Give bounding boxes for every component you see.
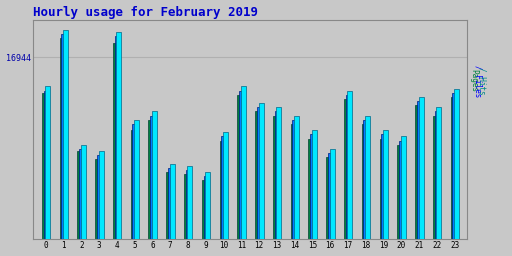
Bar: [379, 138, 385, 239]
Bar: [381, 134, 386, 239]
Bar: [113, 43, 118, 239]
Bar: [186, 170, 190, 239]
Bar: [330, 149, 335, 239]
Bar: [42, 93, 47, 239]
Bar: [365, 116, 370, 239]
Bar: [169, 164, 175, 239]
Bar: [401, 136, 406, 239]
Bar: [241, 87, 246, 239]
Bar: [63, 30, 68, 239]
Bar: [99, 151, 103, 239]
Bar: [418, 97, 423, 239]
Text: Hourly usage for February 2019: Hourly usage for February 2019: [33, 6, 259, 18]
Bar: [184, 174, 189, 239]
Bar: [77, 151, 82, 239]
Bar: [168, 168, 173, 239]
Bar: [203, 176, 208, 239]
Bar: [435, 111, 440, 239]
Bar: [95, 159, 100, 239]
Bar: [397, 145, 402, 239]
Bar: [202, 180, 207, 239]
Bar: [453, 93, 457, 239]
Bar: [166, 172, 171, 239]
Bar: [257, 107, 262, 239]
Bar: [59, 38, 65, 239]
Bar: [131, 130, 136, 239]
Bar: [362, 124, 367, 239]
Bar: [326, 157, 331, 239]
Bar: [417, 101, 422, 239]
Bar: [312, 130, 317, 239]
Bar: [44, 91, 49, 239]
Bar: [292, 120, 297, 239]
Bar: [220, 141, 225, 239]
Bar: [255, 111, 260, 239]
Bar: [259, 103, 264, 239]
Bar: [294, 116, 299, 239]
Bar: [81, 145, 86, 239]
Bar: [115, 36, 120, 239]
Bar: [451, 97, 456, 239]
Bar: [61, 34, 66, 239]
Bar: [187, 166, 193, 239]
Text: / Files: / Files: [474, 65, 482, 97]
Bar: [273, 116, 278, 239]
Bar: [328, 153, 333, 239]
Bar: [205, 172, 210, 239]
Text: Pages: Pages: [469, 69, 478, 93]
Bar: [221, 136, 226, 239]
Bar: [97, 155, 102, 239]
Bar: [274, 111, 280, 239]
Bar: [436, 107, 441, 239]
Bar: [454, 89, 459, 239]
Bar: [383, 130, 388, 239]
Bar: [346, 95, 351, 239]
Bar: [364, 120, 369, 239]
Bar: [134, 120, 139, 239]
Bar: [133, 124, 137, 239]
Bar: [116, 32, 121, 239]
Text: / Hits: / Hits: [478, 67, 487, 95]
Bar: [308, 138, 313, 239]
Bar: [238, 95, 242, 239]
Bar: [152, 111, 157, 239]
Bar: [148, 120, 154, 239]
Bar: [344, 99, 349, 239]
Bar: [79, 149, 84, 239]
Bar: [223, 132, 228, 239]
Bar: [276, 107, 281, 239]
Bar: [150, 116, 155, 239]
Bar: [348, 91, 352, 239]
Bar: [310, 134, 315, 239]
Bar: [291, 124, 295, 239]
Bar: [45, 87, 50, 239]
Bar: [399, 141, 404, 239]
Bar: [415, 105, 420, 239]
Bar: [239, 91, 244, 239]
Bar: [433, 116, 438, 239]
